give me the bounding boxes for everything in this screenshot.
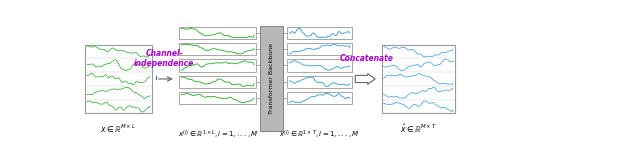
Bar: [179, 59, 256, 72]
Bar: [287, 92, 352, 104]
Bar: [179, 75, 256, 88]
Bar: [287, 43, 352, 55]
Bar: [287, 27, 352, 39]
Bar: [381, 45, 455, 113]
Bar: [179, 92, 256, 104]
Bar: [287, 75, 352, 88]
Bar: [85, 45, 152, 113]
Bar: [179, 27, 256, 39]
FancyArrow shape: [355, 74, 375, 84]
Text: $\hat{x} \in \mathbb{R}^{M \times T}$: $\hat{x} \in \mathbb{R}^{M \times T}$: [400, 123, 436, 135]
Bar: [287, 59, 352, 72]
Bar: [179, 43, 256, 55]
Bar: [260, 26, 284, 131]
Text: $x \in \mathbb{R}^{M \times L}$: $x \in \mathbb{R}^{M \times L}$: [100, 123, 136, 135]
Text: Concatenate: Concatenate: [340, 54, 394, 63]
Text: $\hat{x}^{(i)} \in \mathbb{R}^{1 \times T}, i = 1, ..., M$: $\hat{x}^{(i)} \in \mathbb{R}^{1 \times …: [279, 129, 360, 141]
Text: $x^{(i)} \in \mathbb{R}^{1 \times L}, i = 1, ..., M$: $x^{(i)} \in \mathbb{R}^{1 \times L}, i …: [177, 129, 258, 141]
Text: Channel-
independence: Channel- independence: [134, 49, 195, 69]
Text: Transformer Backbone: Transformer Backbone: [269, 43, 274, 114]
